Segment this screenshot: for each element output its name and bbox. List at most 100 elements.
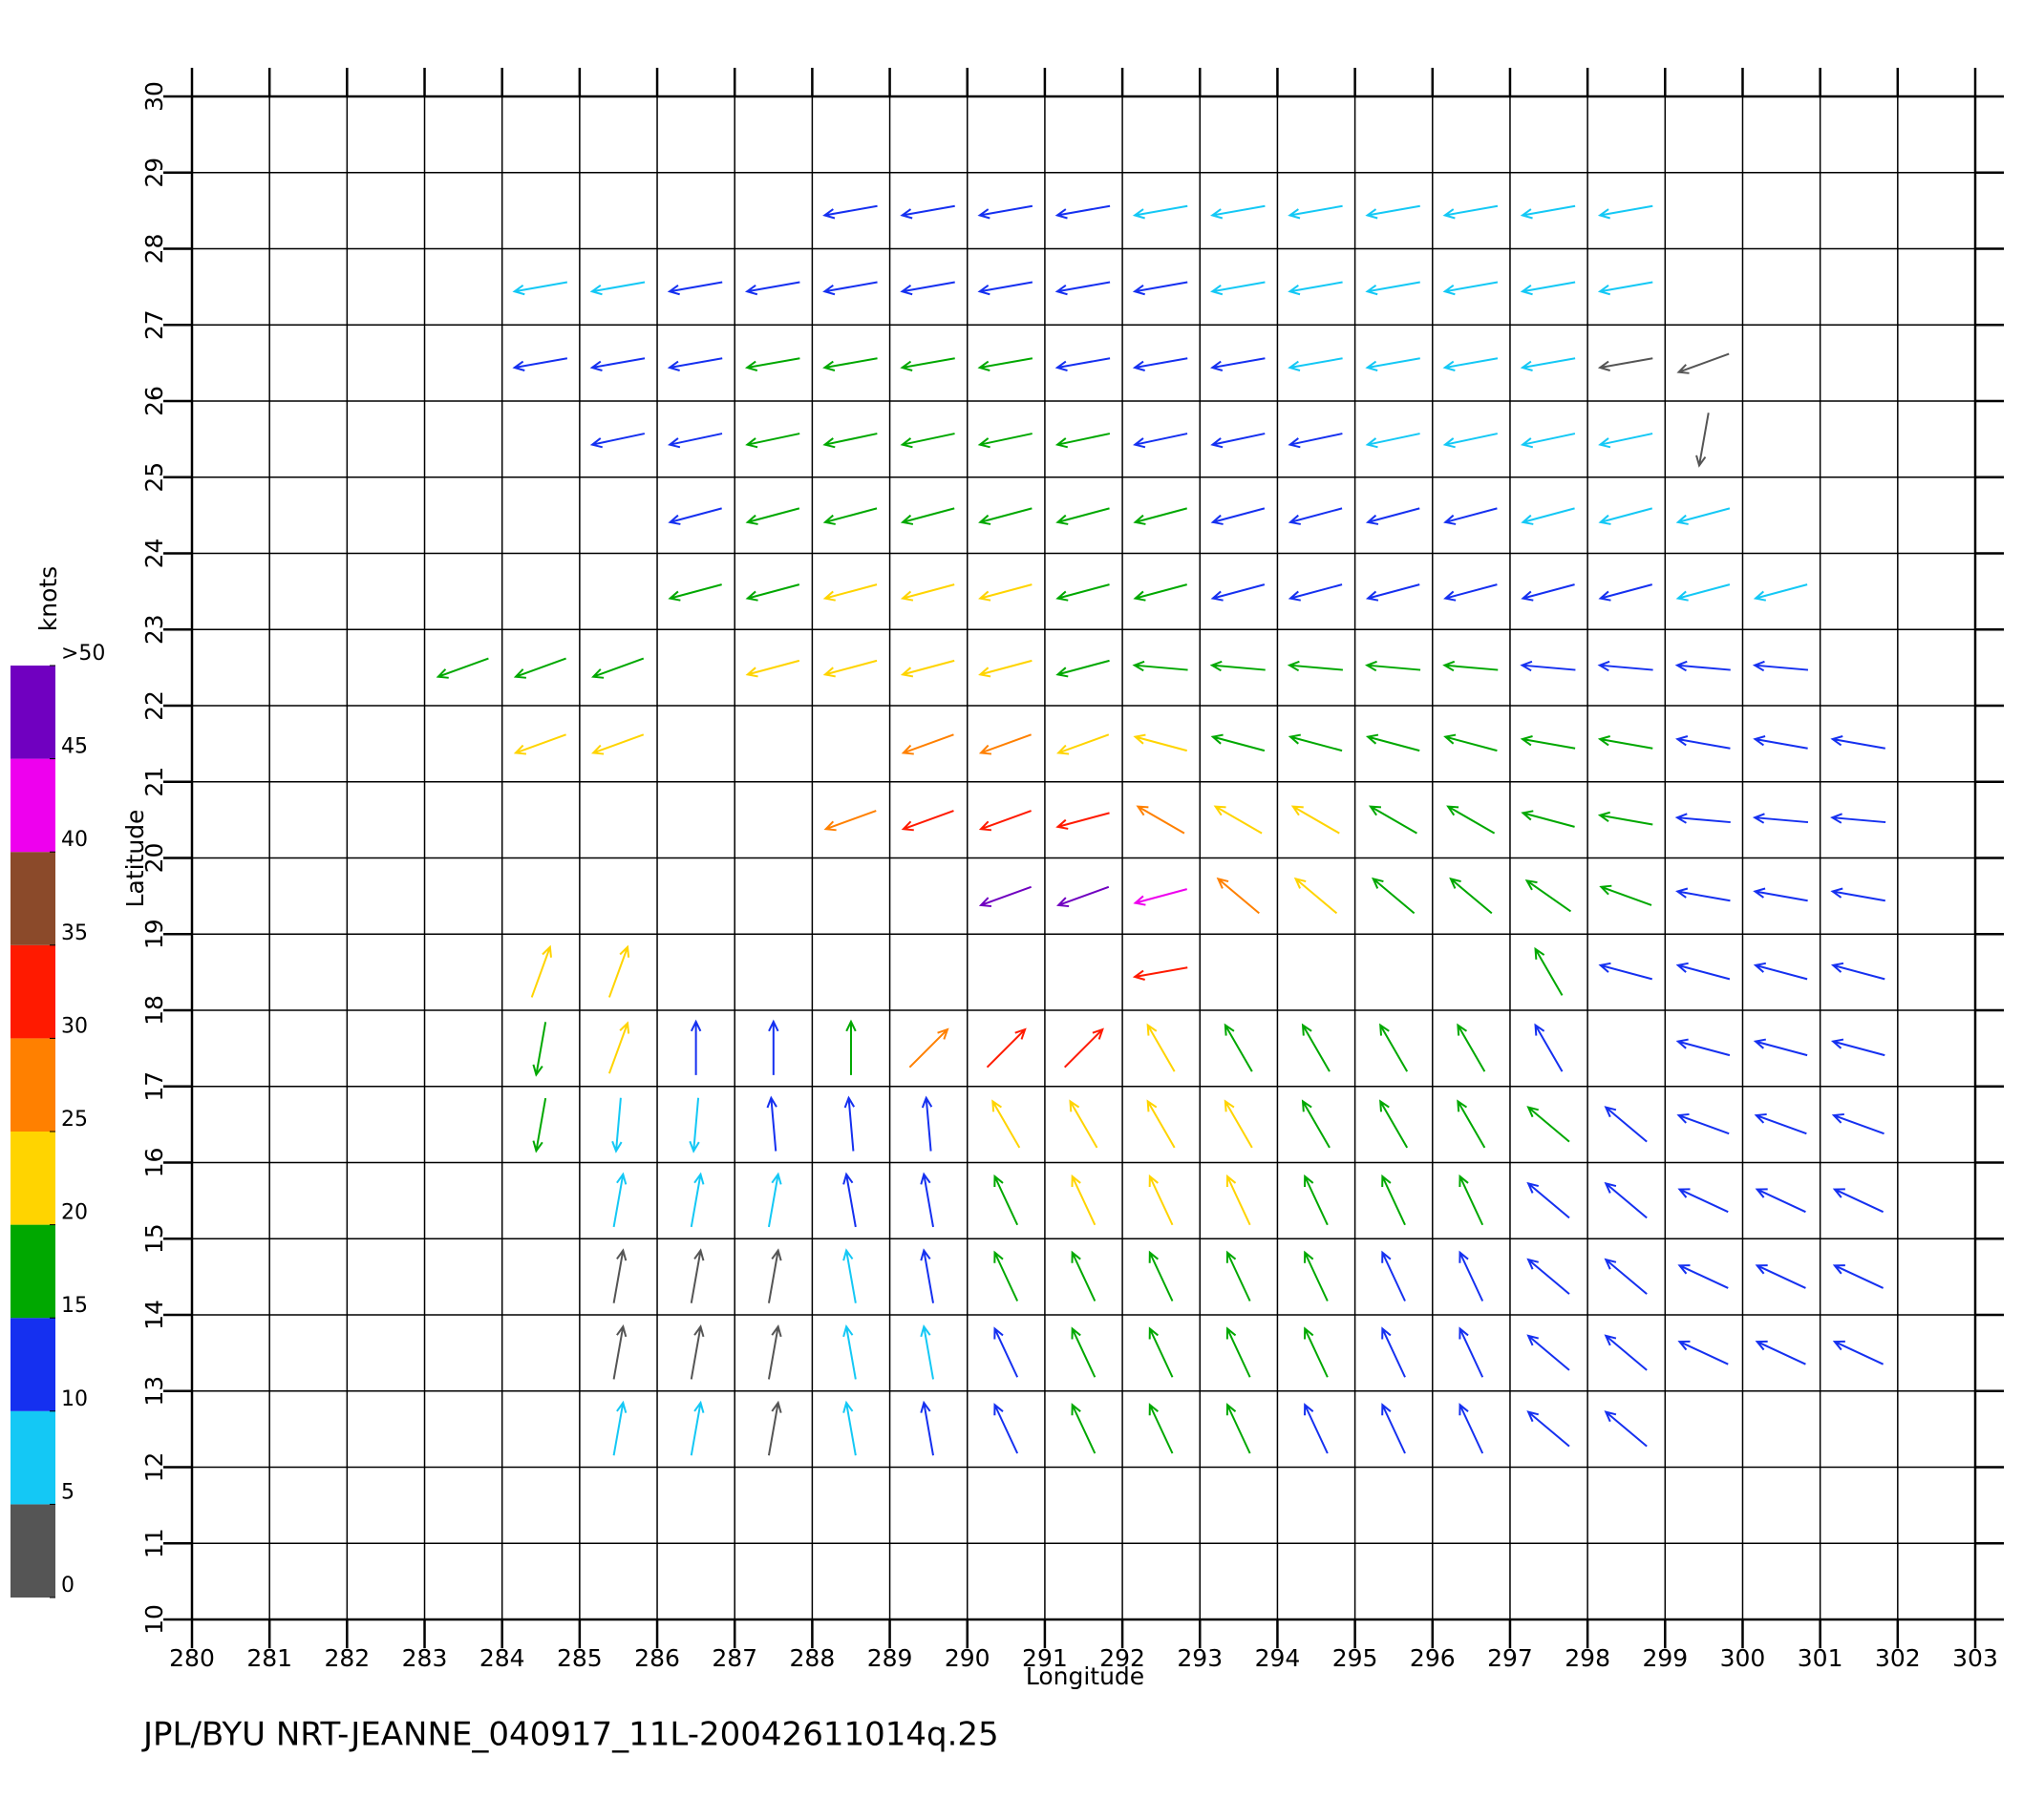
- wind-vector: [1597, 660, 1653, 672]
- wind-vector: [900, 659, 955, 678]
- wind-vector: [1381, 1250, 1406, 1302]
- x-tick-label: 294: [1255, 1644, 1301, 1672]
- wind-vector: [1365, 357, 1420, 371]
- wind-vector: [1677, 1264, 1729, 1289]
- wind-vector: [1054, 357, 1111, 371]
- x-tick-label: 287: [712, 1644, 757, 1672]
- wind-vector: [1225, 1326, 1251, 1378]
- wind-vector: [842, 1324, 857, 1380]
- colorbar-swatch: [11, 852, 55, 945]
- wind-vector: [667, 357, 723, 371]
- x-tick-label: 300: [1720, 1644, 1766, 1672]
- wind-vector: [1055, 583, 1110, 602]
- wind-vector: [1526, 1106, 1570, 1143]
- colorbar-tick-label: 40: [61, 828, 88, 852]
- wind-vector: [1677, 1188, 1729, 1214]
- wind-vector: [436, 657, 489, 679]
- x-tick-label: 289: [867, 1644, 913, 1672]
- wind-vector: [1832, 1264, 1884, 1289]
- wind-vector: [1225, 1250, 1251, 1302]
- wind-vector: [1755, 1340, 1806, 1365]
- x-tick-label: 293: [1177, 1644, 1223, 1672]
- wind-vector: [690, 1400, 705, 1456]
- x-tick-label: 285: [557, 1644, 603, 1672]
- x-tick-label: 298: [1565, 1644, 1610, 1672]
- y-tick-label: 14: [140, 1300, 168, 1330]
- y-tick-label: 10: [140, 1604, 168, 1635]
- wind-vector: [1830, 735, 1885, 750]
- wind-vector: [900, 433, 955, 449]
- wind-vector: [900, 507, 955, 525]
- wind-vector: [667, 281, 723, 296]
- wind-vector: [1381, 1174, 1406, 1226]
- x-tick-label: 288: [790, 1644, 836, 1672]
- y-tick-label: 27: [140, 309, 168, 340]
- wind-vector: [1368, 805, 1417, 835]
- wind-vector: [901, 810, 954, 832]
- wind-vector: [1752, 660, 1809, 672]
- x-tick-label: 302: [1875, 1644, 1921, 1672]
- wind-vector: [1210, 507, 1266, 525]
- wind-vector: [744, 357, 800, 371]
- wind-vector: [1304, 1403, 1329, 1454]
- wind-vector: [1290, 805, 1340, 835]
- y-tick-label: 26: [140, 386, 168, 416]
- wind-vector: [1301, 1023, 1331, 1072]
- wind-vector: [1753, 962, 1808, 981]
- wind-vector: [1754, 1112, 1807, 1135]
- wind-vector: [1520, 281, 1576, 296]
- wind-vector: [920, 1248, 934, 1303]
- wind-vector: [1071, 1326, 1097, 1378]
- wind-vector: [1133, 433, 1188, 449]
- wind-vector: [689, 1097, 700, 1153]
- colorbar-tick-label: 0: [61, 1574, 75, 1598]
- wind-vector: [1055, 812, 1110, 830]
- wind-vector: [1458, 1403, 1484, 1454]
- wind-vector: [1210, 433, 1266, 449]
- wind-vector: [512, 281, 568, 296]
- x-tick-label: 291: [1022, 1644, 1068, 1672]
- wind-vector: [1365, 433, 1420, 449]
- wind-vector: [901, 733, 954, 755]
- wind-vector: [1520, 204, 1576, 220]
- wind-vector: [1520, 357, 1576, 371]
- wind-vector: [1224, 1099, 1253, 1149]
- y-tick-label: 20: [140, 843, 168, 874]
- wind-vector: [978, 885, 1032, 908]
- wind-vector: [1534, 1023, 1564, 1072]
- wind-vector: [1055, 659, 1110, 678]
- y-tick-label: 29: [140, 158, 168, 188]
- wind-vector: [590, 657, 645, 679]
- wind-vector: [1599, 884, 1652, 906]
- colorbar-swatch: [11, 944, 55, 1039]
- colorbar-tick-label: 20: [61, 1201, 88, 1225]
- wind-vector: [1056, 885, 1110, 908]
- wind-vector: [690, 1019, 702, 1075]
- wind-vector: [668, 583, 722, 602]
- colorbar-tick-label: 15: [61, 1294, 88, 1318]
- wind-vector: [1213, 805, 1263, 835]
- wind-vector: [1056, 733, 1110, 755]
- wind-vector: [1133, 583, 1187, 602]
- wind-vector: [690, 1324, 705, 1380]
- wind-vector: [1146, 1023, 1176, 1072]
- footer: JPL/BYU NRT-JEANNE_040917_11L-2004261101…: [141, 1716, 999, 1754]
- wind-vector: [1526, 1334, 1570, 1371]
- wind-vector: [1520, 735, 1576, 750]
- wind-vector: [1136, 805, 1185, 835]
- wind-vector: [842, 1172, 857, 1228]
- x-tick-label: 286: [634, 1644, 680, 1672]
- wind-vector: [1132, 966, 1188, 981]
- wind-vector: [1674, 660, 1731, 672]
- wind-vector: [612, 1248, 628, 1303]
- wind-vector: [1458, 1250, 1484, 1302]
- wind-vector: [977, 433, 1033, 449]
- colorbar-tick-label: 30: [61, 1014, 88, 1038]
- wind-vector: [1675, 962, 1731, 981]
- wind-vector: [1055, 507, 1110, 525]
- wind-vector: [822, 433, 878, 449]
- wind-vector: [1443, 733, 1498, 752]
- wind-vector: [1830, 962, 1885, 981]
- wind-vector: [766, 1095, 777, 1152]
- x-tick-label: 297: [1487, 1644, 1533, 1672]
